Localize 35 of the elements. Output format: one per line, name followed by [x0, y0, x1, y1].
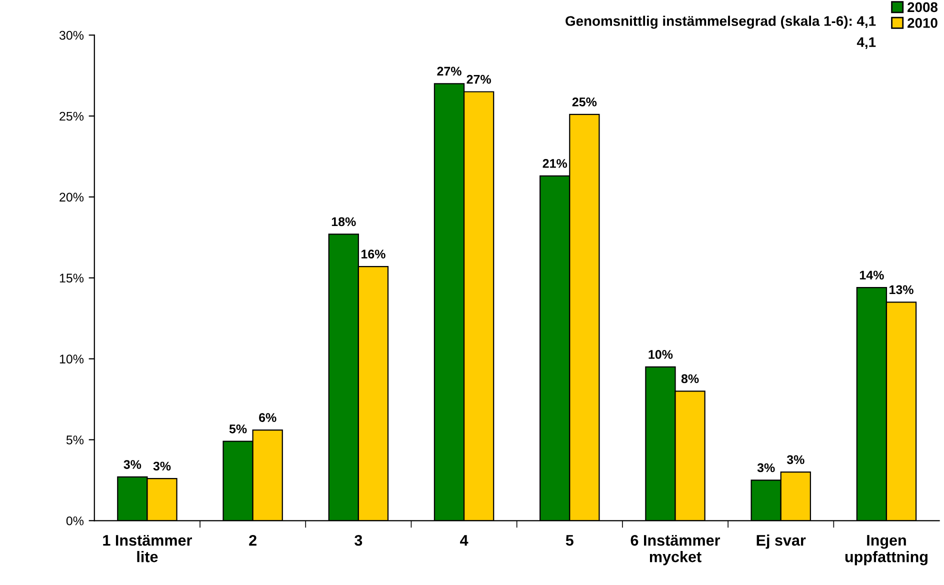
y-tick-label: 0% — [66, 516, 84, 526]
y-tick-label: 20% — [60, 192, 84, 202]
legend-label: 2008 — [908, 2, 938, 12]
y-tick-label: 30% — [59, 30, 84, 40]
data-label: 3% — [124, 460, 142, 469]
data-label: 27% — [437, 66, 462, 76]
data-label: 21% — [542, 159, 568, 168]
data-label: 27% — [466, 74, 491, 84]
data-label: 14% — [860, 270, 884, 280]
data-label: 10% — [648, 350, 673, 359]
x-tick-label: 2 — [249, 534, 256, 546]
data-label: 13% — [890, 285, 914, 294]
data-label: 3% — [786, 455, 804, 464]
x-tick-label: 5 — [566, 535, 574, 546]
data-label: 18% — [332, 217, 356, 226]
data-label: 16% — [361, 250, 386, 259]
y-tick-label: 10% — [60, 354, 84, 364]
annotation: 4,1 — [856, 37, 876, 50]
data-label: 3% — [757, 463, 775, 472]
x-tick-label: 1 Instämmer lite — [103, 535, 192, 562]
x-tick-label: 4 — [460, 535, 468, 546]
x-tick-label: Ej svar — [756, 534, 806, 549]
y-tick-label: 15% — [60, 274, 84, 283]
x-tick-label: Ingen uppfattning — [845, 535, 928, 566]
x-tick-label: 3 — [354, 534, 362, 546]
data-label: 6% — [259, 413, 276, 422]
y-tick-label: 5% — [66, 436, 84, 444]
legend-label: 2010 — [908, 18, 938, 28]
data-label: 25% — [572, 98, 597, 106]
y-tick-label: 25% — [60, 112, 84, 121]
data-label: 8% — [681, 374, 699, 384]
x-tick-label: 6 Instämmer mycket — [630, 534, 720, 566]
data-label: 3% — [153, 462, 171, 471]
text: Genomsnittlig instämmelsegrad (skala 1-6): 4,1 — [566, 16, 876, 29]
data-label: 5% — [229, 424, 247, 434]
